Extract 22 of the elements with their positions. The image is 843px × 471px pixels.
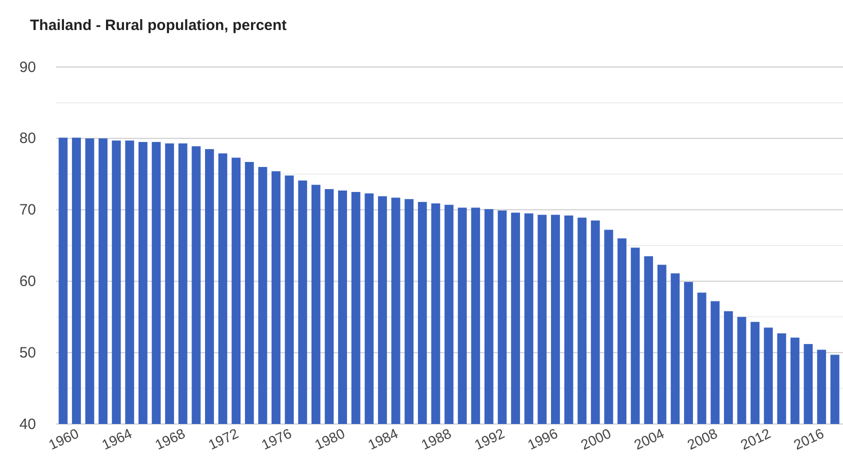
x-tick-label: 1996 bbox=[525, 424, 560, 453]
x-tick-label: 2008 bbox=[684, 424, 720, 453]
y-tick-label: 60 bbox=[19, 273, 36, 290]
x-tick-label: 1972 bbox=[206, 424, 241, 453]
y-tick-label: 50 bbox=[19, 344, 36, 362]
x-tick-label: 1964 bbox=[99, 424, 134, 453]
x-tick-label: 1992 bbox=[472, 424, 508, 453]
x-tick-label: 1980 bbox=[312, 424, 348, 453]
y-tick-label: 40 bbox=[19, 416, 36, 433]
x-tick-label: 1960 bbox=[46, 424, 82, 453]
x-tick-label: 2000 bbox=[578, 424, 614, 453]
chart-title: Thailand - Rural population, percent bbox=[30, 17, 287, 34]
x-tick-label: 1968 bbox=[152, 424, 188, 453]
y-tick-label: 80 bbox=[19, 130, 36, 148]
y-tick-label: 70 bbox=[19, 202, 36, 219]
x-tick-label: 1984 bbox=[365, 424, 401, 453]
x-tick-label: 1988 bbox=[418, 424, 454, 453]
y-tick-label: 90 bbox=[19, 58, 36, 76]
x-tick-label: 1976 bbox=[258, 424, 294, 453]
x-tick-label: 2004 bbox=[632, 424, 667, 453]
x-tick-label: 2016 bbox=[791, 424, 826, 453]
x-tick-label: 2012 bbox=[738, 424, 774, 453]
